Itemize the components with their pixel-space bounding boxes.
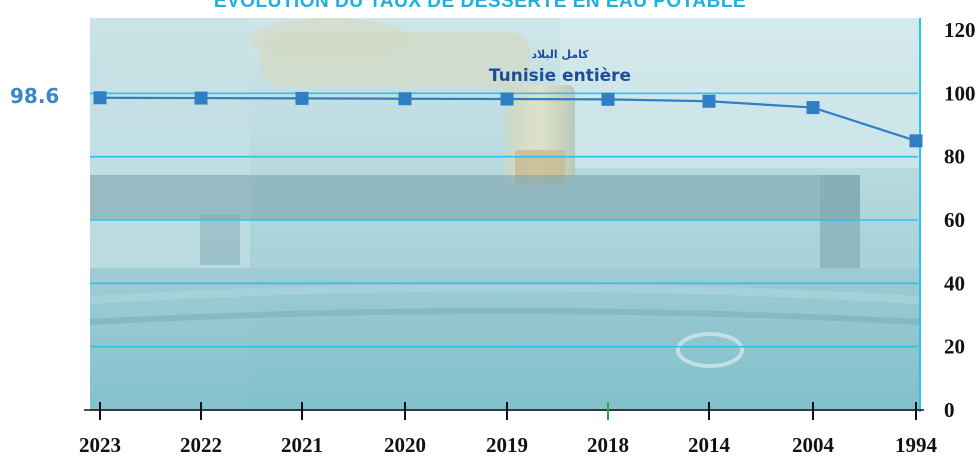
data-point-marker: [806, 101, 820, 115]
x-tick-label: 2014: [688, 433, 731, 457]
chart-title: EVOLUTION DU TAUX DE DESSERTE EN EAU POT…: [213, 0, 747, 12]
x-tick-label: 2018: [587, 433, 629, 457]
data-point-marker: [194, 91, 208, 105]
x-axis-ticks: 2023 2022 2021 2020 2019 2018 2014 2004 1994: [79, 402, 938, 457]
data-point-marker: [601, 92, 615, 106]
x-tick-label: 2019: [486, 433, 528, 457]
y-tick-label: 40: [944, 271, 965, 295]
y-tick-label: 0: [944, 398, 955, 422]
x-tick-label: 2023: [79, 433, 121, 457]
x-tick-label: 2021: [281, 433, 323, 457]
series-group: [93, 91, 923, 148]
data-point-marker: [500, 92, 514, 106]
axes: [84, 18, 924, 412]
series-name: Tunisie entière: [489, 66, 631, 86]
y-axis-ticks: 0 20 40 60 80 100 120: [944, 18, 976, 422]
y-tick-label: 20: [944, 335, 965, 359]
x-tick-label: 1994: [895, 433, 938, 457]
x-tick-label: 2022: [180, 433, 222, 457]
background-photo: [89, 18, 921, 411]
x-tick-label: 2020: [384, 433, 426, 457]
data-point-marker: [398, 92, 412, 106]
data-point-marker: [93, 91, 107, 105]
y-tick-label: 60: [944, 208, 965, 232]
grid: [90, 92, 918, 348]
data-point-marker: [295, 91, 309, 105]
data-point-marker: [909, 134, 923, 148]
series-name-arabic: كامل البلاد: [531, 48, 589, 61]
y-tick-label: 120: [944, 18, 976, 42]
data-point-marker: [702, 94, 716, 108]
callout-value: 98.6: [10, 84, 59, 108]
x-tick-label: 2004: [792, 433, 835, 457]
y-tick-label: 100: [944, 81, 976, 105]
y-tick-label: 80: [944, 145, 965, 169]
